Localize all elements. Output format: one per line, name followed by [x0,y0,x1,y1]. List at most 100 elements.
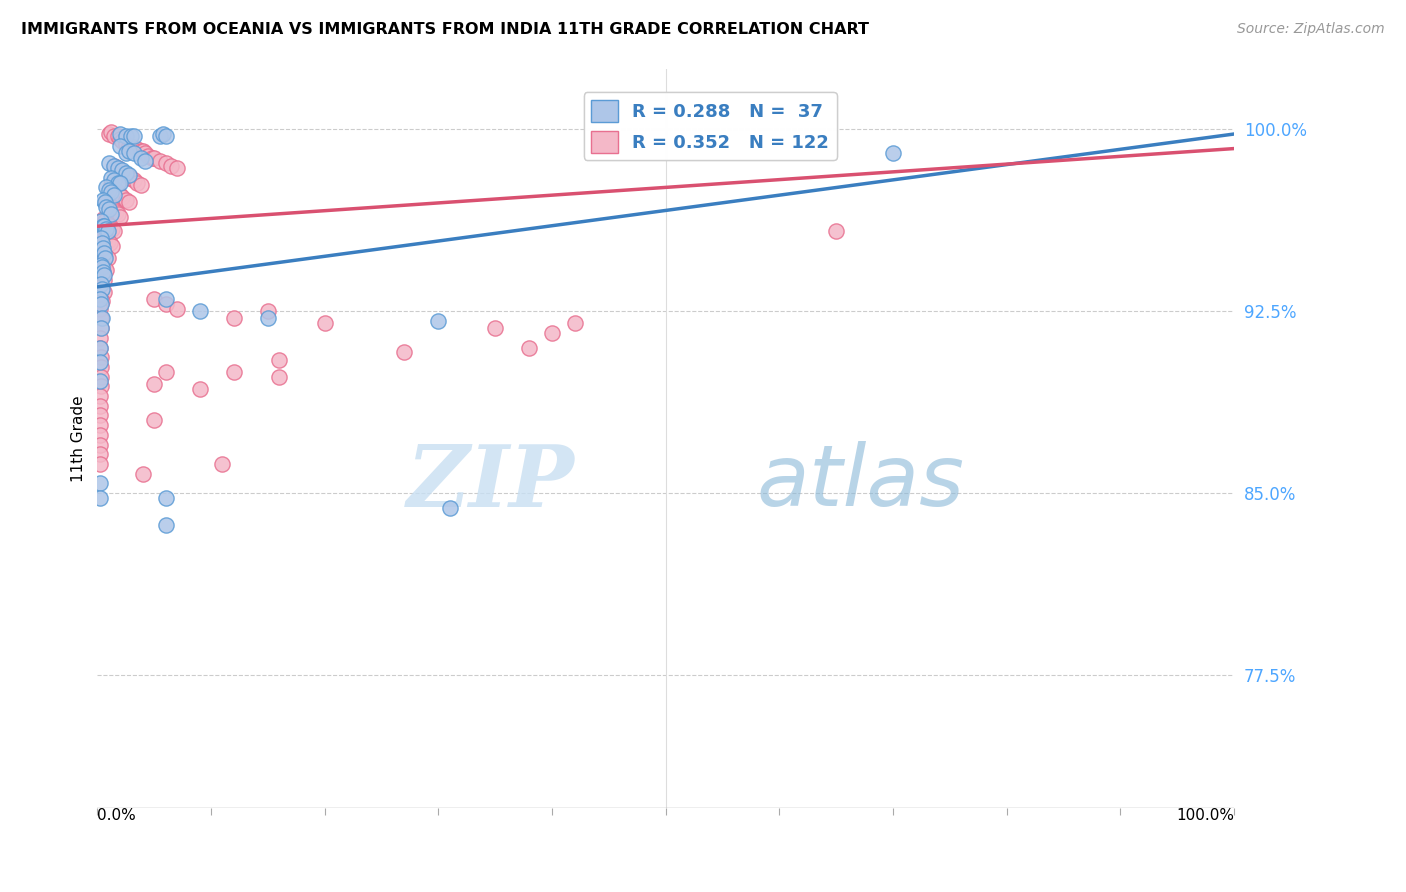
Point [122,146,145,161]
Point [89,447,111,461]
Point [90,359,112,374]
Point [118,194,141,209]
Point [96,263,118,277]
Point [166,161,188,175]
Point [103,180,125,194]
Point [89,409,111,423]
Point [91,193,114,207]
Point [89,292,111,306]
Point [100,178,122,192]
Point [97,197,120,211]
Point [111,134,134,148]
Point [108,187,131,202]
Point [118,139,141,153]
Point [517,341,540,355]
Point [89,457,111,471]
Point [155,292,177,306]
Point [89,255,111,269]
Point [90,321,112,335]
Point [108,127,131,141]
Point [134,153,156,168]
Point [166,301,188,316]
Text: Source: ZipAtlas.com: Source: ZipAtlas.com [1237,22,1385,37]
Point [93,246,115,260]
Point [120,139,142,153]
Point [155,365,177,379]
Y-axis label: 11th Grade: 11th Grade [72,395,86,482]
Point [91,265,114,279]
Text: atlas: atlas [756,442,965,524]
Point [132,467,155,481]
Point [541,326,564,340]
Point [108,210,131,224]
Point [91,219,114,234]
Point [114,193,136,207]
Point [90,311,112,326]
Point [155,129,177,144]
Point [211,457,233,471]
Point [188,304,211,318]
Point [143,376,166,391]
Point [97,202,120,217]
Point [97,251,120,265]
Text: IMMIGRANTS FROM OCEANIA VS IMMIGRANTS FROM INDIA 11TH GRADE CORRELATION CHART: IMMIGRANTS FROM OCEANIA VS IMMIGRANTS FR… [21,22,869,37]
Point [90,236,112,251]
Point [132,144,155,158]
Point [97,217,120,231]
Text: 0.0%: 0.0% [97,808,136,823]
Point [114,168,136,182]
Point [152,127,174,141]
Point [256,304,278,318]
Point [98,236,121,251]
Point [89,292,111,306]
Point [91,241,114,255]
Point [825,224,848,238]
Point [149,153,172,168]
Point [96,200,118,214]
Point [103,202,125,217]
Point [108,139,131,153]
Point [114,146,136,161]
Point [90,231,112,245]
Point [118,144,141,158]
Point [107,129,129,144]
Point [103,187,125,202]
Point [89,341,111,355]
Point [114,129,136,144]
Point [141,151,163,165]
Point [129,151,152,165]
Point [96,221,118,235]
Point [89,331,111,345]
Point [256,311,278,326]
Point [90,297,112,311]
Point [138,149,160,163]
Point [129,144,152,158]
Point [127,176,149,190]
Point [94,214,117,228]
Text: ZIP: ZIP [406,442,575,524]
Point [100,200,122,214]
Point [89,399,111,413]
Point [103,159,125,173]
Point [91,228,114,243]
Point [882,146,904,161]
Point [100,207,122,221]
Point [89,418,111,433]
Point [134,146,156,161]
Point [427,314,450,328]
Point [111,190,134,204]
Point [188,382,211,396]
Point [314,316,336,330]
Point [90,350,112,364]
Point [108,176,131,190]
Point [118,170,141,185]
Legend: R = 0.288   N =  37, R = 0.352   N = 122: R = 0.288 N = 37, R = 0.352 N = 122 [583,93,837,160]
Point [97,127,120,141]
Point [90,214,112,228]
Point [90,270,112,285]
Point [90,294,112,309]
Point [114,136,136,151]
Point [91,246,114,260]
Point [122,173,145,187]
Point [155,491,177,505]
